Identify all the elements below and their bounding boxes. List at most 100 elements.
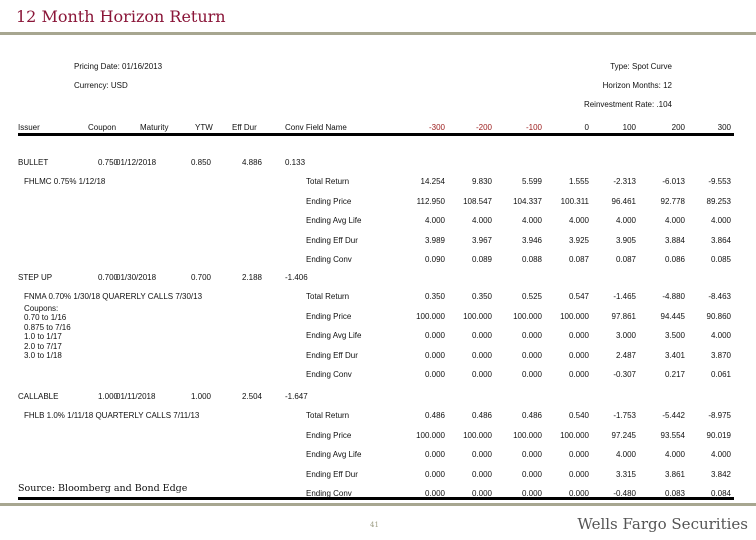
bond-description: 3.0 to 1/18 [24,351,62,360]
metric-label: Total Return [306,177,350,186]
metric-label: Ending Avg Life [306,331,362,340]
metric-value: -1.465 [613,292,636,301]
metric-value: 4.000 [471,216,492,225]
metric-value: 3.315 [615,469,636,479]
bond-ytw: 0.850 [190,158,211,167]
metric-value: 4.000 [615,216,636,225]
metric-value: 0.000 [471,370,492,379]
metric-value: 0.087 [568,255,589,264]
metric-value: 0.000 [568,489,589,498]
page-number: 41 [370,521,379,529]
metric-value: -8.975 [708,411,731,420]
metric-label: Ending Price [306,196,352,206]
metric-value: 94.445 [660,311,685,321]
metric-value: -6.013 [662,177,685,186]
metric-value: 0.000 [471,469,492,479]
metric-value: 0.000 [471,489,492,498]
bond-description: FNMA 0.70% 1/30/18 QUARERLY CALLS 7/30/1… [24,292,203,301]
metric-label: Ending Avg Life [306,216,362,225]
metric-label: Ending Eff Dur [306,235,358,245]
metric-value: 0.350 [471,292,492,301]
metric-value: -9.553 [708,177,731,186]
bond-conv: 0.133 [285,158,306,167]
metric-value: 0.000 [521,489,542,498]
footer-divider [0,503,756,506]
metric-value: 0.000 [471,350,492,360]
bond-coupon: 0.750 [97,158,118,167]
page-title: 12 Month Horizon Return [16,7,226,26]
metric-value: 4.000 [568,216,589,225]
curve-type: Type: Spot Curve [610,62,672,71]
metric-value: 14.254 [420,177,445,186]
metric-value: 100.000 [463,430,492,440]
metric-value: 93.554 [660,430,685,440]
metric-label: Ending Eff Dur [306,469,358,479]
metric-value: -2.313 [613,177,636,186]
metric-value: 0.350 [424,292,445,301]
metric-value: 5.599 [521,177,542,186]
metric-value: 0.086 [664,255,685,264]
metric-value: 100.000 [560,430,589,440]
header-scenario: -200 [475,123,492,132]
metric-value: 0.000 [424,450,445,459]
bond-description: FHLMC 0.75% 1/12/18 [24,177,106,186]
bond-description: Coupons: [24,303,59,313]
metric-value: 100.311 [560,196,589,206]
metric-value: 100.000 [463,311,492,321]
bond-coupon: 0.700 [97,273,118,282]
table-bottom-rule [18,497,734,500]
metric-label: Ending Conv [306,489,352,498]
header-scenario: 100 [622,123,636,132]
metric-label: Ending Price [306,430,352,440]
metric-value: 90.019 [706,430,731,440]
metric-value: 3.861 [664,469,685,479]
metric-value: 3.842 [710,469,731,479]
metric-value: 0.000 [568,469,589,479]
metric-value: 100.000 [560,311,589,321]
bond-conv: -1.647 [285,392,308,401]
metric-value: 4.000 [664,216,685,225]
metric-value: 0.000 [424,489,445,498]
metric-value: 108.547 [463,196,492,206]
source-note: Source: Bloomberg and Bond Edge [18,483,188,494]
metric-value: 4.000 [710,216,731,225]
metric-value: 3.946 [521,235,542,245]
bond-maturity: 01/30/2018 [116,273,157,282]
metric-value: 0.540 [568,411,589,420]
header-ytw: YTW [195,123,213,132]
metric-value: 4.000 [664,450,685,459]
metric-value: 97.861 [611,311,636,321]
metric-value: 3.967 [471,235,492,245]
metric-value: 100.000 [416,311,445,321]
header-issuer: Issuer [18,123,40,132]
header-scenario: -300 [428,123,445,132]
metric-label: Ending Conv [306,370,352,379]
metric-value: 4.000 [521,216,542,225]
title-divider [0,32,756,35]
metric-value: 3.884 [664,235,685,245]
metric-value: 96.461 [611,196,636,206]
metric-label: Total Return [306,411,350,420]
bond-description: 2.0 to 7/17 [24,341,62,351]
metric-value: 112.950 [416,196,445,206]
metric-value: 0.087 [615,255,636,264]
metric-value: 0.217 [664,370,685,379]
bond-issuer: BULLET [18,158,49,167]
metric-value: 100.000 [513,311,542,321]
bond-description: 1.0 to 1/17 [24,332,62,341]
metric-value: 4.000 [615,450,636,459]
metric-value: 0.000 [521,450,542,459]
metric-value: 3.989 [424,235,445,245]
metric-value: 9.830 [471,177,492,186]
header-scenario: 300 [717,123,731,132]
metric-value: 3.905 [615,235,636,245]
horizon-months: Horizon Months: 12 [602,81,672,90]
metric-value: 90.860 [706,311,731,321]
header-scenario: 0 [584,123,589,132]
bond-eff-dur: 2.188 [241,273,262,282]
metric-value: 0.000 [424,331,445,340]
metric-value: 0.000 [521,331,542,340]
metric-value: 0.000 [568,370,589,379]
metric-value: 4.000 [424,216,445,225]
